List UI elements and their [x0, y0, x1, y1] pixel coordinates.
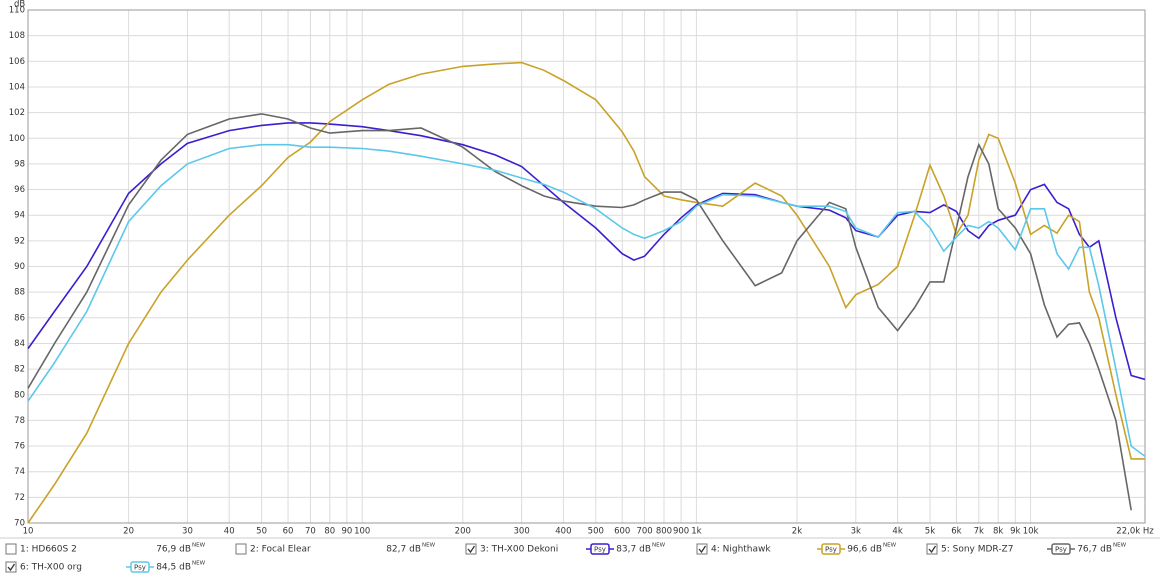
- legend-checkbox[interactable]: [465, 543, 477, 555]
- legend-badge: NEW: [883, 543, 897, 549]
- legend-label: 3: TH-X00 Dekoni: [480, 545, 558, 555]
- legend-badge: NEW: [422, 543, 436, 549]
- legend-label: 1: HD660S 2: [20, 545, 77, 555]
- legend-level: 76,7 dB: [1077, 545, 1112, 555]
- y-tick-label: 96: [14, 185, 25, 195]
- y-tick-label: 108: [9, 31, 25, 41]
- y-tick-label: 110: [9, 6, 25, 16]
- legend-entry: 4: Nighthawk Psy 96,6 dB NEW: [696, 543, 897, 555]
- y-tick-label: 102: [9, 108, 25, 118]
- x-tick-label: 900: [673, 527, 689, 537]
- legend-entry: 5: Sony MDR-Z7 Psy 76,7 dB NEW: [926, 543, 1127, 555]
- legend-entry: 1: HD660S 2 76,9 dB NEW: [5, 543, 206, 555]
- x-tick-label: 6k: [951, 527, 961, 537]
- legend-badge: NEW: [652, 543, 666, 549]
- y-tick-label: 70: [14, 519, 25, 529]
- y-tick-label: 74: [14, 467, 25, 477]
- x-tick-label: 9k: [1010, 527, 1020, 537]
- legend-checkbox[interactable]: [926, 543, 938, 555]
- y-tick-label: 72: [14, 493, 25, 503]
- legend-badge: NEW: [192, 543, 206, 549]
- psy-badge: [821, 543, 841, 555]
- legend-check: [698, 545, 707, 554]
- y-axis-label: dB: [14, 0, 25, 10]
- x-tick-label: 2k: [792, 527, 802, 537]
- y-tick-label: 90: [14, 262, 25, 272]
- legend-level: 84,5 dB: [156, 563, 191, 573]
- legend-label: 5: Sony MDR-Z7: [941, 545, 1013, 555]
- psy-badge: [590, 543, 610, 555]
- y-tick-label: 100: [9, 134, 25, 144]
- legend-entry: 2: Focal Elear 82,7 dB NEW: [235, 543, 436, 555]
- legend-label: 6: TH-X00 org: [20, 563, 82, 573]
- x-tick-label: 20: [123, 527, 134, 537]
- y-tick-label: 78: [14, 416, 25, 426]
- legend-checkbox[interactable]: [696, 543, 708, 555]
- y-tick-label: 98: [14, 159, 25, 169]
- psy-label: Psy: [1055, 546, 1067, 554]
- plot-frame: [27, 9, 1146, 524]
- x-tick-label: 8k: [993, 527, 1003, 537]
- legend-level: 83,7 dB: [616, 545, 651, 555]
- x-tick-label: 10k: [1023, 527, 1039, 537]
- psy-badge: [1051, 543, 1071, 555]
- x-tick-label: 3k: [851, 527, 861, 537]
- x-tick-label: 1k: [691, 527, 701, 537]
- y-tick-label: 104: [9, 82, 25, 92]
- x-tick-label: 800: [656, 527, 672, 537]
- y-tick-label: 88: [14, 288, 25, 298]
- psy-label: Psy: [134, 564, 146, 572]
- x-tick-label: 50: [256, 527, 267, 537]
- legend-level: 82,7 dB: [386, 545, 421, 555]
- series-line: [27, 143, 1146, 457]
- y-tick-label: 106: [9, 57, 25, 67]
- x-tick-label: 500: [588, 527, 604, 537]
- x-tick-label: 30: [182, 527, 193, 537]
- x-tick-label: 600: [614, 527, 630, 537]
- legend-label: 4: Nighthawk: [711, 545, 771, 555]
- x-tick-label: 10: [23, 527, 34, 537]
- legend-entry: 3: TH-X00 Dekoni Psy 83,7 dB NEW: [465, 543, 666, 555]
- x-tick-label: 60: [283, 527, 294, 537]
- y-tick-label: 86: [14, 313, 25, 323]
- legend-badge: NEW: [1113, 543, 1127, 549]
- y-tick-label: 80: [14, 390, 25, 400]
- legend-level: 76,9 dB: [156, 545, 191, 555]
- x-tick-label: 300: [514, 527, 530, 537]
- x-tick-label: 100: [354, 527, 370, 537]
- legend-check: [467, 545, 476, 554]
- x-tick-label: 22,0k Hz: [1116, 527, 1154, 537]
- legend-check: [928, 545, 937, 554]
- x-tick-label: 80: [324, 527, 335, 537]
- psy-badge: [130, 561, 150, 573]
- y-tick-label: 82: [14, 365, 25, 375]
- x-tick-label: 4k: [892, 527, 902, 537]
- psy-label: Psy: [825, 546, 837, 554]
- x-tick-label: 200: [455, 527, 471, 537]
- y-tick-label: 76: [14, 442, 25, 452]
- x-tick-label: 90: [341, 527, 352, 537]
- x-tick-label: 5k: [925, 527, 935, 537]
- legend-level: 96,6 dB: [847, 545, 882, 555]
- legend-checkbox[interactable]: [5, 561, 17, 573]
- psy-label: Psy: [594, 546, 606, 554]
- x-tick-label: 70: [305, 527, 316, 537]
- y-tick-label: 94: [14, 211, 25, 221]
- legend-checkbox[interactable]: [235, 543, 247, 555]
- x-tick-label: 40: [224, 527, 235, 537]
- legend-check: [7, 563, 16, 572]
- legend-label: 2: Focal Elear: [250, 545, 311, 555]
- legend-entry: 6: TH-X00 org Psy 84,5 dB NEW: [5, 561, 206, 573]
- y-tick-label: 84: [14, 339, 25, 349]
- x-tick-label: 700: [636, 527, 652, 537]
- y-tick-label: 92: [14, 236, 25, 246]
- x-tick-label: 400: [555, 527, 571, 537]
- legend-badge: NEW: [192, 561, 206, 567]
- legend-checkbox[interactable]: [5, 543, 17, 555]
- x-tick-label: 7k: [974, 527, 984, 537]
